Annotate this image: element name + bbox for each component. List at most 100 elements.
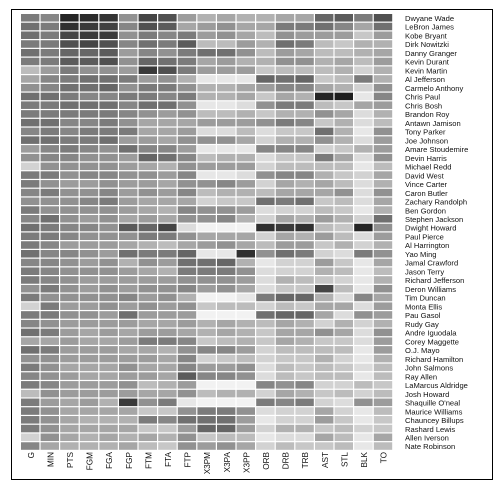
cell-dwight-howard-ftm — [138, 223, 157, 232]
cell-antawn-jamison-x3pm — [197, 118, 216, 127]
cell-joe-johnson-trb — [295, 136, 314, 144]
cell-al-harrington-fgm — [79, 241, 99, 249]
cell-allen-iverson-g — [21, 433, 40, 442]
cell-dwight-howard-fta — [158, 223, 177, 232]
row-label-kevin-martin: Kevin Martin — [405, 66, 447, 75]
cell-kobe-bryant-x3pp — [236, 31, 255, 40]
cell-dirk-nowitzki-min — [40, 40, 59, 48]
cell-ben-gordon-trb — [295, 206, 314, 214]
cell-kevin-martin-blk — [354, 66, 373, 74]
row-label-kobe-bryant: Kobe Bryant — [405, 31, 448, 40]
cell-antawn-jamison-drb — [275, 118, 295, 127]
cell-chauncey-billups-fgm — [79, 416, 99, 424]
cell-dwight-howard-ftp — [177, 223, 197, 232]
cell-chauncey-billups-trb — [295, 416, 314, 424]
cell-tony-parker-x3pp — [236, 127, 255, 136]
cell-richard-hamilton-min — [40, 354, 59, 363]
cell-corey-maggette-x3pp — [236, 337, 255, 345]
cell-deron-williams-g — [21, 284, 40, 293]
cell-josh-howard-orb — [256, 389, 275, 398]
cell-nate-robinson-fga — [99, 442, 118, 450]
cell-nate-robinson-ftp — [177, 442, 197, 450]
cell-o-j-mayo-trb — [295, 346, 314, 354]
cell-amare-stoudemire-ftp — [177, 145, 197, 153]
cell-chauncey-billups-pts — [60, 416, 79, 424]
cell-al-jefferson-ftm — [138, 75, 157, 83]
row-label-ben-gordon: Ben Gordon — [405, 206, 446, 215]
cell-ray-allen-drb — [275, 372, 295, 380]
cell-danny-granger-trb — [295, 48, 314, 57]
cell-rudy-gay-stl — [334, 319, 353, 328]
cell-monta-ellis-fga — [99, 302, 118, 310]
cell-tony-parker-orb — [256, 127, 275, 136]
cell-amare-stoudemire-orb — [256, 145, 275, 153]
cell-kevin-durant-fgp — [119, 57, 138, 66]
cell-david-west-fga — [99, 171, 118, 179]
cell-vince-carter-blk — [354, 180, 373, 188]
cell-john-salmons-stl — [334, 363, 353, 372]
cell-brandon-roy-drb — [275, 110, 295, 118]
cell-allen-iverson-fgm — [79, 433, 99, 442]
cell-richard-hamilton-stl — [334, 354, 353, 363]
cell-antawn-jamison-stl — [334, 118, 353, 127]
cell-richard-jefferson-x3pm — [197, 276, 216, 284]
cell-maurice-williams-fgp — [119, 407, 138, 415]
cell-carmelo-anthony-trb — [295, 83, 314, 92]
cell-rudy-gay-to — [373, 319, 393, 328]
cell-richard-jefferson-x3pp — [236, 276, 255, 284]
cell-stephen-jackson-fgm — [79, 215, 99, 223]
cell-danny-granger-pts — [60, 48, 79, 57]
column-label-orb: ORB — [262, 451, 271, 469]
cell-kobe-bryant-x3pm — [197, 31, 216, 40]
cell-rashard-lewis-ftp — [177, 424, 197, 433]
cell-al-jefferson-ftp — [177, 75, 197, 83]
cell-chris-bosh-ftp — [177, 101, 197, 109]
cell-paul-pierce-pts — [60, 232, 79, 241]
cell-michael-redd-blk — [354, 162, 373, 171]
cell-kobe-bryant-fgm — [79, 31, 99, 40]
cell-chris-paul-blk — [354, 92, 373, 101]
cell-jason-terry-x3pm — [197, 267, 216, 275]
cell-zachary-randolph-min — [40, 197, 59, 206]
cell-shaquille-o-neal-fta — [158, 398, 177, 407]
cell-kobe-bryant-blk — [354, 31, 373, 40]
cell-chris-bosh-to — [373, 101, 393, 109]
cell-stephen-jackson-to — [373, 215, 393, 223]
cell-michael-redd-ftm — [138, 162, 157, 171]
cell-dirk-nowitzki-pts — [60, 40, 79, 48]
cell-pau-gasol-ftp — [177, 311, 197, 319]
cell-david-west-trb — [295, 171, 314, 179]
cell-richard-jefferson-blk — [354, 276, 373, 284]
cell-yao-ming-drb — [275, 249, 295, 258]
cell-allen-iverson-x3pp — [236, 433, 255, 442]
cell-david-west-fta — [158, 171, 177, 179]
cell-kevin-martin-fta — [158, 66, 177, 74]
cell-dirk-nowitzki-fgm — [79, 40, 99, 48]
cell-lamarcus-aldridge-fgp — [119, 381, 138, 389]
cell-kobe-bryant-fgp — [119, 31, 138, 40]
cell-zachary-randolph-fgm — [79, 197, 99, 206]
cell-al-harrington-x3pp — [236, 241, 255, 249]
cell-ray-allen-x3pm — [197, 372, 216, 380]
cell-devin-harris-x3pa — [217, 153, 236, 162]
cell-o-j-mayo-fgp — [119, 346, 138, 354]
cell-corey-maggette-blk — [354, 337, 373, 345]
cell-kevin-martin-x3pp — [236, 66, 255, 74]
cell-corey-maggette-stl — [334, 337, 353, 345]
cell-stephen-jackson-fta — [158, 215, 177, 223]
row-label-devin-harris: Devin Harris — [405, 154, 447, 163]
column-label-to: TO — [380, 452, 389, 463]
cell-jamal-crawford-blk — [354, 258, 373, 267]
cell-david-west-fgp — [119, 171, 138, 179]
cell-michael-redd-x3pp — [236, 162, 255, 171]
cell-pau-gasol-min — [40, 311, 59, 319]
cell-devin-harris-fta — [158, 153, 177, 162]
cell-kevin-martin-ftp — [177, 66, 197, 74]
cell-rudy-gay-fta — [158, 319, 177, 328]
row-label-dirk-nowitzki: Dirk Nowitzki — [405, 40, 449, 49]
cell-andre-iguodala-x3pa — [217, 328, 236, 337]
cell-nate-robinson-min — [40, 442, 59, 450]
cell-caron-butler-x3pa — [217, 188, 236, 197]
cell-stephen-jackson-fga — [99, 215, 118, 223]
cell-lamarcus-aldridge-pts — [60, 381, 79, 389]
